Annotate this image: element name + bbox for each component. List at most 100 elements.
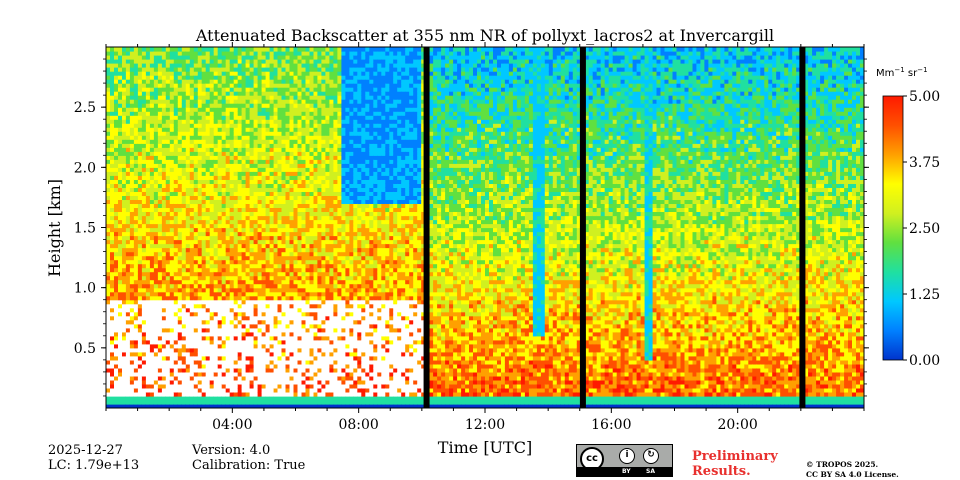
heatmap-cell <box>282 372 287 377</box>
heatmap-cell <box>222 147 227 152</box>
heatmap-cell <box>110 308 115 313</box>
heatmap-cell <box>286 83 291 88</box>
heatmap-cell <box>286 167 291 172</box>
heatmap-cell <box>158 248 163 253</box>
heatmap-cell <box>182 195 187 200</box>
heatmap-cell <box>310 75 315 80</box>
heatmap-cell <box>218 55 223 60</box>
heatmap-cell <box>290 324 295 329</box>
heatmap-cell <box>306 155 311 160</box>
heatmap-cell <box>174 384 179 389</box>
heatmap-cell <box>178 340 183 345</box>
heatmap-cell <box>146 332 151 337</box>
heatmap-cell <box>138 155 143 160</box>
heatmap-cell <box>150 368 155 373</box>
heatmap-cell <box>158 332 163 337</box>
heatmap-cell <box>138 328 143 333</box>
heatmap-cell <box>298 83 303 88</box>
heatmap-cell <box>166 195 171 200</box>
heatmap-cell <box>206 183 211 188</box>
heatmap-cell <box>170 155 175 160</box>
heatmap-cell <box>298 308 303 313</box>
heatmap-cell <box>106 47 111 52</box>
heatmap-cell <box>170 256 175 261</box>
heatmap-cell <box>150 220 155 225</box>
heatmap-cell <box>174 203 179 208</box>
heatmap-cell <box>262 203 267 208</box>
heatmap-cell <box>210 228 215 233</box>
heatmap-cell <box>262 240 267 245</box>
heatmap-cell <box>262 99 267 104</box>
heatmap-cell <box>206 356 211 361</box>
heatmap-cell <box>286 63 291 68</box>
heatmap-cell <box>158 220 163 225</box>
heatmap-cell <box>290 79 295 84</box>
heatmap-cell <box>246 63 251 68</box>
heatmap-cell <box>258 244 263 249</box>
heatmap-cell <box>206 268 211 273</box>
heatmap-cell <box>146 236 151 241</box>
heatmap-cell <box>118 135 123 140</box>
heatmap-cell <box>170 280 175 285</box>
heatmap-cell <box>321 304 326 309</box>
heatmap-cell <box>130 183 135 188</box>
heatmap-cell <box>286 252 291 257</box>
heatmap-cell <box>317 147 322 152</box>
heatmap-cell <box>270 147 275 152</box>
heatmap-cell <box>218 376 223 381</box>
heatmap-cell <box>190 340 195 345</box>
heatmap-cell <box>246 400 251 405</box>
heatmap-cell <box>182 155 187 160</box>
heatmap-cell <box>130 159 135 164</box>
heatmap-cell <box>258 51 263 56</box>
heatmap-cell <box>118 244 123 249</box>
heatmap-cell <box>290 163 295 168</box>
heatmap-cell <box>202 284 207 289</box>
heatmap-cell <box>262 155 267 160</box>
heatmap-cell <box>234 59 239 64</box>
heatmap-cell <box>174 47 179 52</box>
heatmap-cell <box>258 272 263 277</box>
heatmap-cell <box>250 155 255 160</box>
heatmap-cell <box>310 51 315 56</box>
heatmap-cell <box>278 207 283 212</box>
heatmap-cell <box>138 360 143 365</box>
heatmap-cell <box>294 207 299 212</box>
heatmap-cell <box>290 368 295 373</box>
heatmap-cell <box>294 175 299 180</box>
heatmap-cell <box>106 99 111 104</box>
heatmap-cell <box>210 203 215 208</box>
heatmap-cell <box>126 248 131 253</box>
heatmap-cell <box>106 183 111 188</box>
heatmap-cell <box>290 272 295 277</box>
heatmap-cell <box>250 248 255 253</box>
heatmap-cell <box>170 111 175 116</box>
heatmap-cell <box>321 328 326 333</box>
heatmap-cell <box>154 159 159 164</box>
heatmap-cell <box>110 115 115 120</box>
heatmap-cell <box>266 59 271 64</box>
heatmap-cell <box>317 340 322 345</box>
heatmap-cell <box>278 47 283 52</box>
heatmap-cell <box>234 236 239 241</box>
heatmap-cell <box>321 336 326 341</box>
heatmap-cell <box>282 312 287 317</box>
heatmap-cell <box>110 59 115 64</box>
heatmap-cell <box>170 195 175 200</box>
heatmap-cell <box>294 139 299 144</box>
heatmap-cell <box>126 388 131 393</box>
heatmap-cell <box>138 111 143 116</box>
heatmap-cell <box>306 384 311 389</box>
heatmap-cell <box>278 107 283 112</box>
heatmap-cell <box>206 167 211 172</box>
heatmap-cell <box>298 195 303 200</box>
heatmap-cell <box>158 316 163 321</box>
heatmap-cell <box>222 91 227 96</box>
heatmap-cell <box>202 155 207 160</box>
heatmap-cell <box>178 256 183 261</box>
heatmap-cell <box>174 59 179 64</box>
heatmap-cell <box>190 63 195 68</box>
heatmap-cell <box>294 228 299 233</box>
heatmap-cell <box>317 71 322 76</box>
heatmap-cell <box>222 123 227 128</box>
